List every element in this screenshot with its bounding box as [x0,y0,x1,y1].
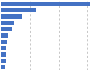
Bar [1,40,7,44]
Bar [1,8,36,12]
Bar [1,14,22,19]
Bar [1,52,6,57]
Bar [1,27,12,31]
Bar [1,65,5,69]
Bar [1,33,8,38]
Bar [1,46,6,50]
Bar [1,2,90,6]
Bar [1,21,14,25]
Bar [1,59,6,63]
